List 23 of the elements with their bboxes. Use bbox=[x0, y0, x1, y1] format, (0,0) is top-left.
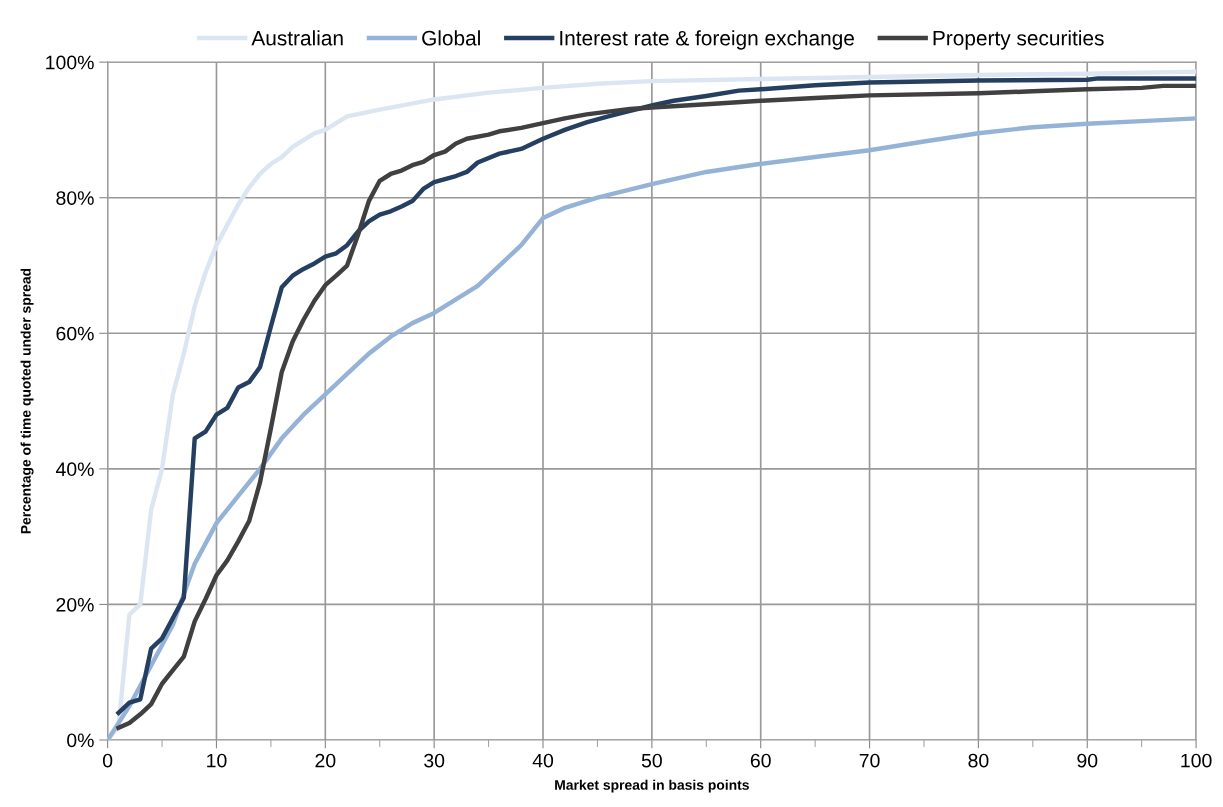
x-tick-label: 40 bbox=[532, 753, 554, 768]
x-axis-title: Market spread in basis points bbox=[555, 779, 749, 793]
legend-label: Global bbox=[422, 30, 480, 46]
legend-label: Interest rate & foreign exchange bbox=[560, 30, 854, 50]
y-axis-title: Percentage of time quoted under spread bbox=[20, 268, 34, 534]
legend-label: Property securities bbox=[933, 30, 1104, 50]
x-tick-label: 70 bbox=[859, 753, 880, 768]
x-tick-label: 0 bbox=[102, 753, 113, 768]
y-tick-label: 0% bbox=[67, 733, 94, 748]
legend-label: Australian bbox=[251, 30, 343, 46]
y-tick-label: 80% bbox=[56, 191, 94, 205]
y-tick-label: 20% bbox=[56, 597, 94, 612]
y-tick-label: 100% bbox=[46, 55, 94, 70]
x-tick-label: 80 bbox=[968, 753, 989, 768]
x-tick-label: 60 bbox=[750, 753, 771, 768]
x-tick-label: 90 bbox=[1077, 753, 1098, 768]
y-tick-label: 40% bbox=[55, 462, 94, 477]
x-tick-label: 20 bbox=[315, 753, 336, 768]
y-tick-label: 60% bbox=[56, 326, 94, 341]
x-tick-label: 50 bbox=[641, 753, 662, 768]
x-tick-label: 30 bbox=[424, 753, 445, 768]
x-tick-label: 100 bbox=[1181, 753, 1212, 768]
x-tick-label: 10 bbox=[207, 753, 227, 768]
